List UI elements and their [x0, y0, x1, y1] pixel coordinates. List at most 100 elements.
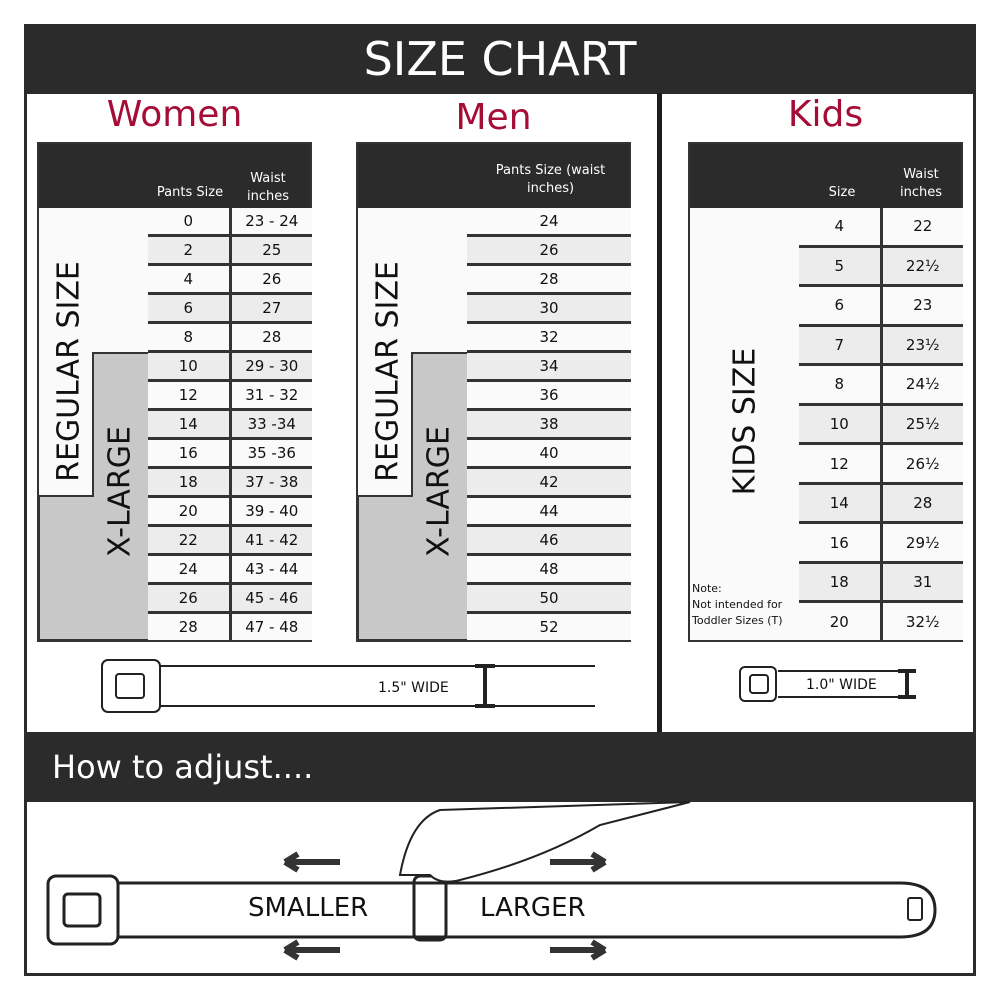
table-cell: 20 — [799, 603, 880, 641]
table-row: 40 — [467, 440, 631, 466]
table-cell: 46 — [467, 527, 631, 553]
kids-size-label: KIDS SIZE — [727, 347, 763, 496]
table-cell: 34 — [467, 353, 631, 379]
table-cell: 30 — [467, 295, 631, 321]
table-cell: 24 — [148, 556, 229, 582]
kids-rows: 4 22 5 22½ 6 23 7 23½ 8 24½ 10 25½ 12 26½ 14 28 16 29½ 18 3… — [799, 208, 963, 641]
table-cell: 23 — [882, 287, 963, 324]
table-cell: 39 - 40 — [231, 498, 312, 524]
table-cell: 52 — [467, 614, 631, 640]
table-row: 36 — [467, 382, 631, 408]
adjust-title: How to adjust.... — [24, 732, 976, 802]
table-row: 6 27 — [148, 295, 312, 321]
table-cell: 14 — [799, 484, 880, 522]
table-cell: 37 - 38 — [231, 469, 312, 495]
kids-note: Note: Not intended for Toddler Sizes (T) — [692, 582, 783, 627]
table-row: 32 — [467, 324, 631, 350]
table-row: 42 — [467, 469, 631, 495]
table-row: 24 43 - 44 — [148, 556, 312, 582]
table-row: 8 24½ — [799, 366, 963, 403]
table-row: 10 25½ — [799, 405, 963, 443]
table-cell: 31 — [882, 563, 963, 601]
women-col-size: Pants Size — [156, 185, 224, 200]
table-cell: 29½ — [882, 524, 963, 561]
table-cell: 28 — [467, 266, 631, 292]
table-cell: 22½ — [882, 247, 963, 285]
kids-table: Size Waist inches KIDS SIZE Note: Not in… — [688, 142, 963, 642]
table-row: 18 37 - 38 — [148, 469, 312, 495]
table-row: 50 — [467, 585, 631, 611]
table-cell: 25 — [231, 237, 312, 263]
table-cell: 26 — [148, 585, 229, 611]
table-row: 2 25 — [148, 237, 312, 263]
men-xlarge-label: X-LARGE — [421, 426, 457, 557]
table-cell: 16 — [148, 440, 229, 466]
table-cell: 18 — [799, 563, 880, 601]
women-xlarge-label: X-LARGE — [102, 426, 138, 557]
table-cell: 8 — [799, 366, 880, 403]
table-cell: 12 — [799, 445, 880, 482]
table-cell: 45 - 46 — [231, 585, 312, 611]
table-row: 24 — [467, 208, 631, 234]
table-cell: 5 — [799, 247, 880, 285]
table-row: 44 — [467, 498, 631, 524]
table-cell: 28 — [231, 324, 312, 350]
table-row: 28 — [467, 266, 631, 292]
table-cell: 8 — [148, 324, 229, 350]
table-row: 14 28 — [799, 484, 963, 522]
table-cell: 6 — [148, 295, 229, 321]
table-cell: 20 — [148, 498, 229, 524]
table-cell: 29 - 30 — [231, 353, 312, 379]
kids-col-waist: Waist inches — [899, 167, 942, 200]
women-belt-width: 1.5" WIDE — [378, 680, 449, 696]
hand-icon — [398, 801, 691, 883]
arrow-left-icon — [283, 939, 340, 961]
table-cell: 23½ — [882, 326, 963, 364]
table-cell: 32½ — [882, 603, 963, 641]
men-title: Men — [455, 97, 532, 138]
table-cell: 26 — [231, 266, 312, 292]
larger-label: LARGER — [480, 893, 586, 923]
table-cell: 23 - 24 — [231, 208, 312, 234]
smaller-label: SMALLER — [248, 893, 369, 923]
women-size-region — [39, 208, 149, 640]
table-cell: 27 — [231, 295, 312, 321]
table-cell: 10 — [799, 405, 880, 443]
table-cell: 4 — [799, 208, 880, 245]
table-row: 16 35 -36 — [148, 440, 312, 466]
men-col-size: Pants Size (waist inches) — [495, 163, 606, 196]
table-cell: 43 - 44 — [231, 556, 312, 582]
belt-1-0-icon — [739, 666, 916, 702]
table-row: 34 — [467, 353, 631, 379]
table-cell: 24½ — [882, 366, 963, 403]
table-row: 38 — [467, 411, 631, 437]
table-cell: 26½ — [882, 445, 963, 482]
table-cell: 42 — [467, 469, 631, 495]
table-cell: 28 — [148, 614, 229, 640]
divider — [657, 93, 662, 733]
table-row: 12 31 - 32 — [148, 382, 312, 408]
kids-col-size: Size — [828, 185, 856, 200]
table-row: 26 45 - 46 — [148, 585, 312, 611]
table-cell: 36 — [467, 382, 631, 408]
men-regular-label: REGULAR SIZE — [370, 261, 406, 482]
table-row: 7 23½ — [799, 326, 963, 364]
table-row: 10 29 - 30 — [148, 353, 312, 379]
arrow-right-icon — [550, 939, 607, 961]
table-row: 16 29½ — [799, 524, 963, 561]
table-cell: 14 — [148, 411, 229, 437]
table-cell: 28 — [882, 484, 963, 522]
table-cell: 12 — [148, 382, 229, 408]
table-row: 14 33 -34 — [148, 411, 312, 437]
kids-title: Kids — [787, 94, 864, 135]
table-row: 52 — [467, 614, 631, 640]
table-row: 20 32½ — [799, 603, 963, 641]
women-table: Pants Size Waist inches REGULAR SIZE X-L… — [37, 142, 312, 642]
women-title: Women — [106, 94, 243, 135]
table-row: 30 — [467, 295, 631, 321]
men-table: Pants Size (waist inches) REGULAR SIZE X… — [356, 142, 631, 642]
arrow-left-icon — [283, 851, 340, 873]
table-cell: 7 — [799, 326, 880, 364]
belt-1-5-icon — [101, 659, 595, 713]
table-cell: 38 — [467, 411, 631, 437]
